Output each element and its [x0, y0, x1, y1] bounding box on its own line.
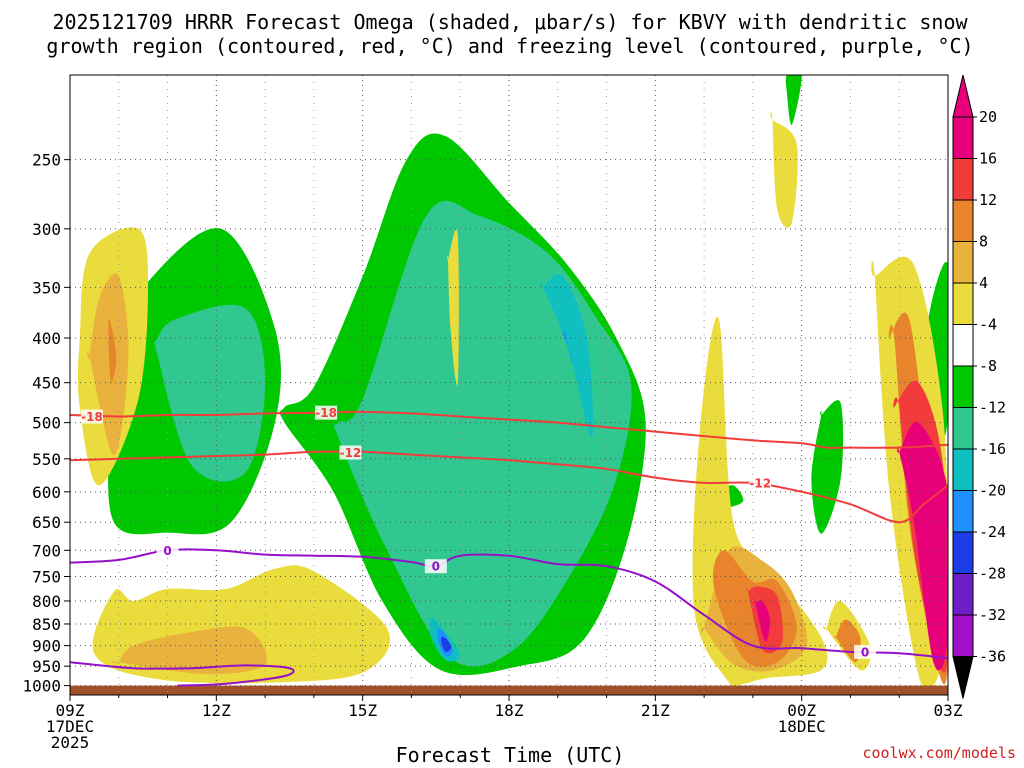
colorbar-swatch — [952, 407, 974, 450]
colorbar-label: -16 — [979, 440, 1006, 458]
colorbar-label: 20 — [979, 108, 997, 126]
omega-region-ascent-strong-20z — [540, 274, 594, 438]
omega-region-descent-02z-peak — [897, 421, 948, 671]
colorbar-swatch — [952, 158, 974, 201]
y-tick-label: 350 — [32, 278, 61, 297]
colorbar-top-arrow — [952, 74, 974, 118]
dgz-contour-label-bg — [749, 475, 772, 490]
colorbar-label: -8 — [979, 357, 997, 375]
x-tick-label: 00Z — [787, 701, 816, 720]
colorbar-label: 12 — [979, 191, 997, 209]
x-tick-label: 03Z — [934, 701, 963, 720]
omega-region-ascent-core-12z — [154, 304, 266, 482]
colorbar-label: 8 — [979, 233, 988, 251]
dgz-contour-label: -12 — [340, 446, 362, 460]
colorbar-swatch — [952, 490, 974, 533]
dgz-contour-label-bg — [315, 405, 338, 420]
x-tick-label: 09Z — [56, 701, 85, 720]
x-tick-label: 21Z — [641, 701, 670, 720]
colorbar-swatch — [952, 324, 974, 367]
colorbar-label: -28 — [979, 565, 1006, 583]
dgz-contour-label-bg — [80, 409, 103, 424]
colorbar-swatch — [952, 531, 974, 574]
x-tick-label: 18DEC — [778, 717, 826, 736]
colorbar-swatch — [952, 573, 974, 616]
x-tick-label: 12Z — [202, 701, 231, 720]
y-tick-label: 750 — [32, 567, 61, 586]
x-tick-label: 18Z — [495, 701, 524, 720]
plot-area: -18 -18 -12 -12 0 0 0 — [69, 74, 949, 696]
y-tick-label: 650 — [32, 513, 61, 532]
omega-region-descent-10z-max — [108, 318, 117, 383]
omega-region-descent-23z-peak — [754, 600, 771, 642]
omega-shading — [77, 75, 948, 693]
y-tick-label: 400 — [32, 329, 61, 348]
x-tick-label: 15Z — [348, 701, 377, 720]
omega-region-descent-low-12z-core — [111, 626, 267, 675]
dgz-contour-label: -18 — [81, 410, 103, 424]
freezing-contour-label: 0 — [432, 560, 440, 574]
omega-region-descent-23z-top — [770, 112, 798, 228]
y-tick-label: 450 — [32, 374, 61, 393]
omega-region-ascent-top-22z — [785, 75, 802, 125]
omega-region-descent-17z-top — [447, 229, 459, 386]
dgz-contour-label: -18 — [315, 406, 337, 420]
colorbar-label: -12 — [979, 399, 1006, 417]
y-tick-label: 500 — [32, 414, 61, 433]
colorbar-swatch — [952, 116, 974, 159]
y-tick-label: 600 — [32, 483, 61, 502]
colorbar-label: -4 — [979, 316, 997, 334]
dgz-contour-line — [70, 410, 948, 449]
y-tick-label: 300 — [32, 220, 61, 239]
colorbar-label: -24 — [979, 523, 1006, 541]
freezing-contour-label: 0 — [163, 544, 171, 558]
x-tick-label: 2025 — [51, 733, 90, 752]
colorbar-label: -20 — [979, 482, 1006, 500]
y-tick-label: 250 — [32, 151, 61, 170]
dgz-contour-line — [70, 450, 948, 524]
colorbar-swatch — [952, 614, 974, 657]
x-tick-label: 17DEC — [46, 717, 94, 736]
freezing-contour-line — [70, 661, 295, 687]
freezing-contour-label-bg — [854, 644, 877, 659]
colorbar-label: -36 — [979, 648, 1006, 666]
colorbar-bottom-arrow — [952, 656, 974, 699]
y-tick-label: 800 — [32, 592, 61, 611]
omega-region-ascent-low-max-17z — [441, 636, 452, 653]
colorbar-label: 4 — [979, 274, 988, 292]
colorbar-label: 16 — [979, 150, 997, 168]
y-tick-label: 950 — [32, 657, 61, 676]
colorbar-swatch — [952, 282, 974, 325]
y-tick-label: 1000 — [22, 677, 61, 696]
dgz-contour-label: -12 — [749, 476, 771, 490]
freezing-contour-label-bg — [156, 543, 179, 558]
omega-region-descent-10z-core — [87, 273, 129, 456]
freezing-contour-label: 0 — [861, 645, 869, 659]
colorbar-label: -32 — [979, 606, 1006, 624]
y-tick-label: 550 — [32, 450, 61, 469]
y-tick-label: 850 — [32, 615, 61, 634]
credit-text: coolwx.com/models — [862, 744, 1016, 762]
y-tick-label: 700 — [32, 541, 61, 560]
y-tick-label: 900 — [32, 637, 61, 656]
chart-title-line-1: 2025121709 HRRR Forecast Omega (shaded, … — [52, 10, 968, 34]
colorbar-swatch — [952, 448, 974, 491]
colorbar: 20 16 12 8 4 -4 -8 -12 -16 -20 -24 -28 -32 -36 — [952, 74, 1006, 699]
chart-title-line-2: growth region (contoured, red, °C) and f… — [46, 34, 973, 58]
dgz-contour-label-bg — [339, 445, 362, 460]
colorbar-swatch — [952, 365, 974, 408]
x-axis-label: Forecast Time (UTC) — [396, 743, 625, 767]
colorbar-swatch — [952, 241, 974, 284]
freezing-contour-label-bg — [424, 559, 447, 574]
freezing-contour-line — [70, 548, 948, 660]
colorbar-swatch — [952, 199, 974, 242]
contour-lines: -18 -18 -12 -12 0 0 0 — [70, 405, 948, 687]
